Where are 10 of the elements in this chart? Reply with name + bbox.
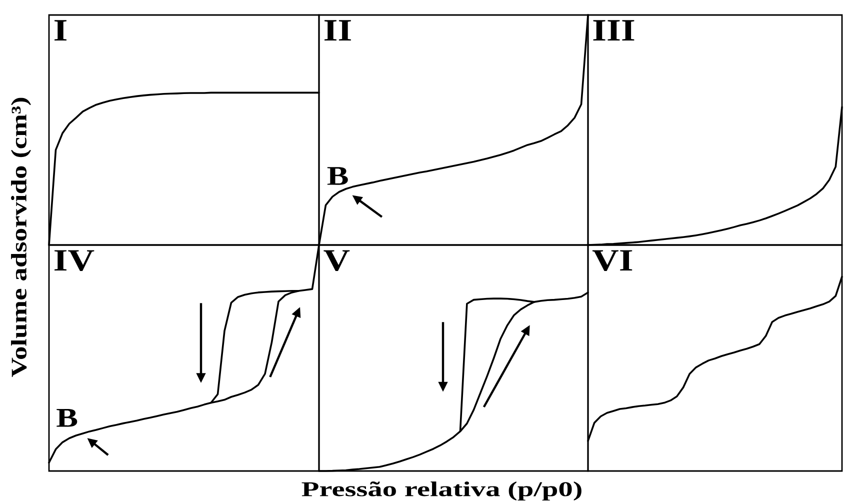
x-axis-title: Pressão relativa (p/p0) [302,481,582,501]
chart-title: I [54,20,66,40]
chart-title: VI [592,250,632,271]
chart-title: III [593,20,634,40]
y-axis-title: Volume adsorvido (cm³) [11,98,31,378]
chart-title: IV [54,250,94,271]
chart-title: II [324,20,351,40]
chart-title: V [324,250,350,271]
annotation: B [56,409,78,427]
annotation: B [327,167,348,185]
